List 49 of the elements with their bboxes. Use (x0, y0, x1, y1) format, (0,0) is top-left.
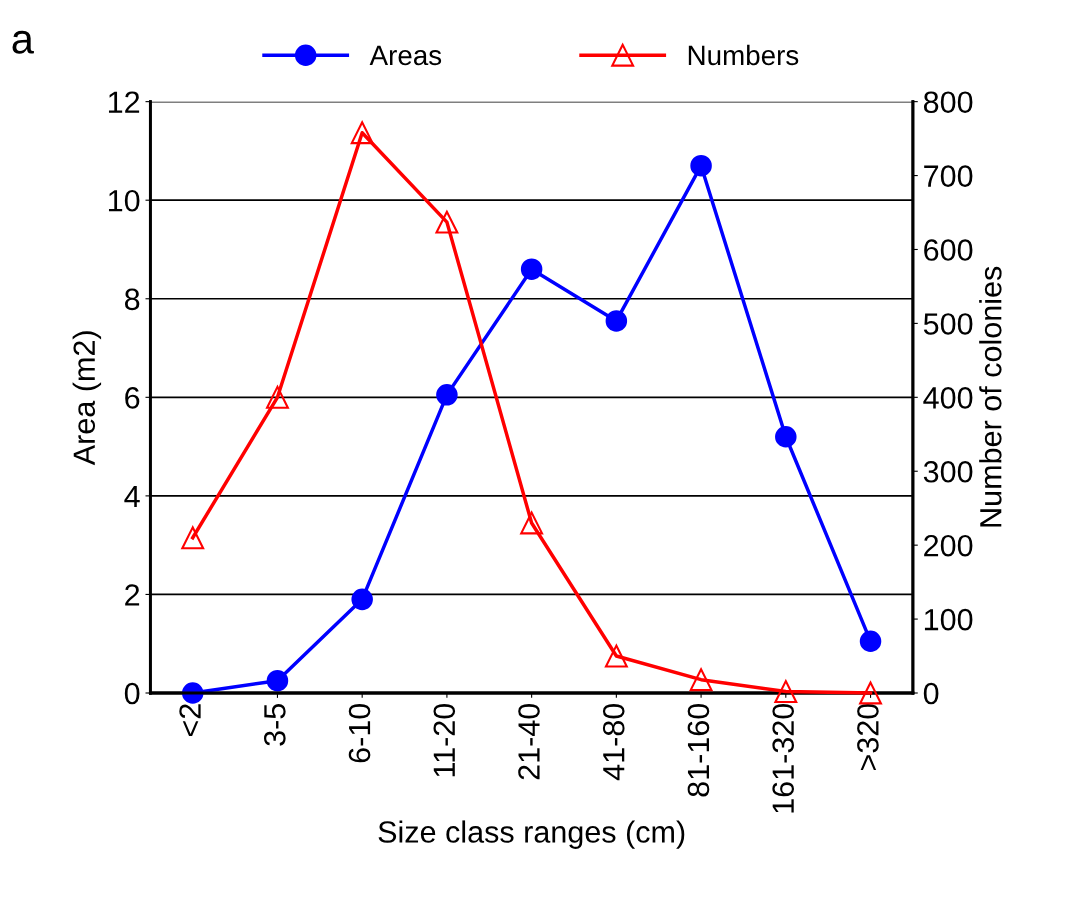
point (774, 680, 798, 703)
y2-tick-label: 800 (923, 91, 973, 114)
point (859, 630, 882, 653)
point (605, 310, 628, 332)
legend-label: Areas (369, 45, 442, 66)
x-tick-label: 41-80 (602, 703, 625, 781)
legend-label: Numbers (688, 44, 799, 66)
y2-tick-label: 300 (923, 460, 973, 483)
point (181, 682, 204, 704)
x-tick-label: <2 (179, 704, 201, 737)
point (689, 668, 713, 692)
y-tick-label: 0 (124, 682, 140, 705)
text: a (12, 30, 34, 54)
y2-tick-label: 400 (923, 387, 973, 409)
point (690, 154, 712, 177)
y-tick-label: 4 (124, 485, 140, 507)
y2-tick-label: 500 (923, 313, 973, 335)
y2-tick-label: 700 (924, 165, 973, 187)
point (266, 669, 289, 692)
point (351, 588, 373, 611)
point (435, 210, 459, 234)
x-tick-label: 161-320 (772, 703, 795, 813)
y2-tick-label: 200 (924, 534, 973, 557)
y-tick-label: 2 (125, 584, 140, 606)
point (859, 681, 882, 705)
point (775, 425, 797, 448)
y2-tick-label: 0 (923, 682, 939, 705)
x-tick-label: 21-40 (518, 703, 540, 780)
point (350, 121, 374, 145)
y-tick-label: 10 (108, 189, 140, 212)
y-axis-title: Area (m2) (72, 331, 102, 466)
x-tick-label: 6-10 (348, 703, 371, 763)
point (604, 644, 628, 668)
y2-tick-label: 600 (924, 239, 973, 261)
x-tick-label: 81-160 (687, 703, 710, 797)
point (436, 384, 458, 406)
x-tick-label: 3-5 (264, 704, 286, 746)
y2-axis-title: Number of colonies (979, 266, 1002, 527)
point (181, 526, 205, 550)
point (520, 511, 544, 535)
y2-tick-label: 100 (924, 608, 973, 631)
y-tick-label: 12 (108, 91, 140, 113)
x-axis-title: Size class ranges (cm) (378, 820, 685, 849)
point (520, 258, 543, 280)
y-tick-label: 6 (125, 387, 140, 409)
x-tick-label: 11-20 (433, 703, 456, 777)
x-tick-label: >320 (857, 703, 879, 771)
y-tick-label: 8 (124, 288, 140, 311)
point (265, 385, 289, 409)
